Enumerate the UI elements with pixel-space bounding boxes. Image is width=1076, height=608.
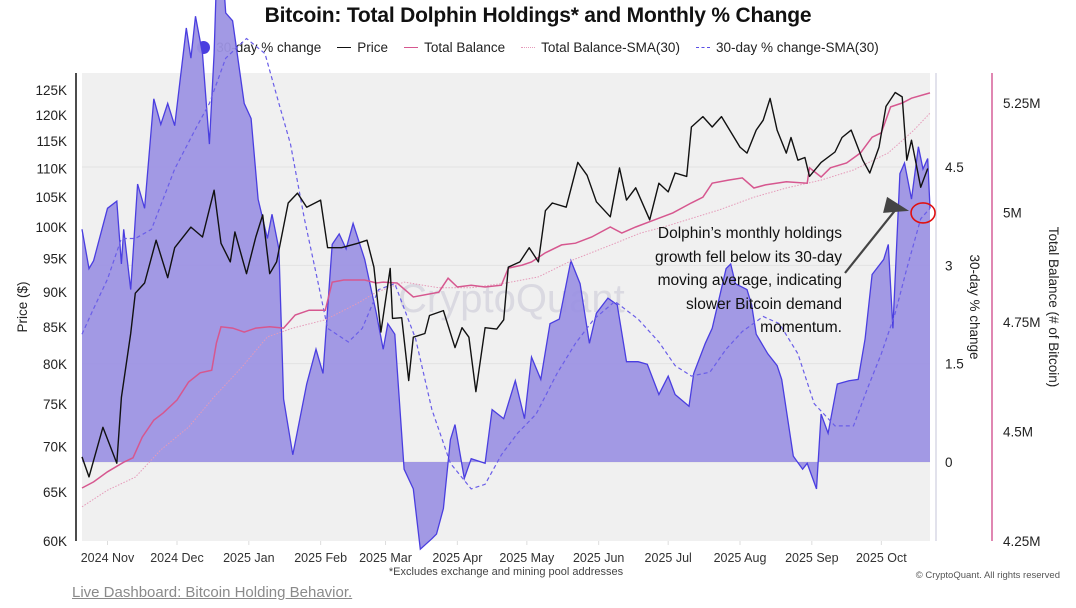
x-tick-label: 2025 Feb bbox=[294, 551, 347, 565]
x-tick-label: 2025 Aug bbox=[714, 551, 767, 565]
left-tick-label: 65K bbox=[43, 485, 67, 500]
legend-item-price[interactable]: Price bbox=[337, 40, 388, 55]
annotation-line: growth fell below its 30-day bbox=[655, 248, 842, 266]
annotation-line: slower Bitcoin demand bbox=[686, 295, 842, 313]
left-axis-label: Price ($) bbox=[15, 281, 30, 332]
x-tick-label: 2024 Nov bbox=[81, 551, 135, 565]
right1-tick-label: 0 bbox=[945, 455, 953, 470]
left-tick-label: 70K bbox=[43, 439, 67, 454]
legend-dashed-line-icon bbox=[695, 47, 710, 48]
price-line bbox=[81, 91, 929, 478]
left-tick-label: 85K bbox=[43, 320, 67, 335]
series-lines-group bbox=[81, 37, 931, 508]
total-balance-line bbox=[81, 92, 931, 489]
right2-tick-label: 5M bbox=[1003, 206, 1022, 221]
right1-axis-ticks: 0 1.5 3 4.5 bbox=[945, 160, 964, 470]
left-tick-label: 105K bbox=[35, 190, 67, 205]
pct-change-sma-line bbox=[81, 37, 931, 490]
x-tick-label: 2025 May bbox=[499, 551, 555, 565]
left-tick-label: 120K bbox=[35, 108, 67, 123]
left-axis-ticks: 60K 65K 70K 75K 80K 85K 90K 95K 100K 105K 110K 115K… bbox=[35, 83, 67, 549]
x-tick-label: 2025 Oct bbox=[856, 551, 907, 565]
annotation-text: Dolphin’s monthly holdings growth fell b… bbox=[600, 222, 842, 340]
left-tick-label: 95K bbox=[43, 252, 67, 267]
balance-sma-line bbox=[81, 112, 931, 508]
left-tick-label: 100K bbox=[35, 220, 67, 235]
right2-tick-label: 4.25M bbox=[1003, 534, 1041, 549]
right1-tick-label: 3 bbox=[945, 258, 953, 273]
copyright: © CryptoQuant. All rights reserved bbox=[915, 570, 1060, 581]
pct-change-area bbox=[82, 0, 930, 550]
right2-tick-label: 4.75M bbox=[1003, 315, 1041, 330]
x-tick-label: 2025 Jan bbox=[223, 551, 274, 565]
right1-axis-label: 30-day % change bbox=[967, 254, 982, 359]
x-tick-label: 2025 Sep bbox=[785, 551, 839, 565]
annotation-arrow-shaft bbox=[844, 207, 898, 274]
left-tick-label: 125K bbox=[35, 83, 67, 98]
right2-tick-label: 5.25M bbox=[1003, 96, 1041, 111]
left-tick-label: 80K bbox=[43, 357, 67, 372]
legend-label: Total Balance-SMA(30) bbox=[541, 40, 680, 55]
x-tick-label: 2025 Jun bbox=[573, 551, 624, 565]
right2-tick-label: 4.5M bbox=[1003, 425, 1033, 440]
legend-label: 30-day % change-SMA(30) bbox=[715, 40, 879, 55]
right2-axis-ticks: 4.25M 4.5M 4.75M 5M 5.25M bbox=[1003, 96, 1041, 549]
legend-label: 30-day % change bbox=[216, 40, 322, 55]
right1-tick-label: 4.5 bbox=[945, 160, 964, 175]
legend-line-icon bbox=[337, 47, 352, 48]
annotation-line: momentum. bbox=[760, 319, 842, 336]
right1-tick-label: 1.5 bbox=[945, 357, 964, 372]
left-tick-label: 60K bbox=[43, 534, 67, 549]
legend-item-pct-change-sma[interactable]: 30-day % change-SMA(30) bbox=[695, 40, 879, 55]
x-tick-label: 2024 Dec bbox=[150, 551, 204, 565]
left-tick-label: 75K bbox=[43, 397, 67, 412]
right2-axis-label: Total Balance (# of Bitcoin) bbox=[1046, 227, 1061, 388]
annotation-arrow-head-icon bbox=[883, 196, 910, 213]
annotation-group bbox=[844, 196, 936, 274]
x-tick-label: 2025 Jul bbox=[645, 551, 692, 565]
legend-item-balance-sma[interactable]: Total Balance-SMA(30) bbox=[521, 40, 680, 55]
chart-title: Bitcoin: Total Dolphin Holdings* and Mon… bbox=[264, 4, 812, 27]
live-dashboard-link[interactable]: Live Dashboard: Bitcoin Holding Behavior… bbox=[72, 584, 353, 601]
series-area-group bbox=[81, 0, 931, 551]
annotation-line: moving average, indicating bbox=[657, 272, 842, 289]
x-tick-label: 2025 Mar bbox=[359, 551, 412, 565]
chart-legend: 30-day % change Price Total Balance Tota… bbox=[0, 40, 1076, 55]
x-axis-ticks: 2024 Nov 2024 Dec 2025 Jan 2025 Feb 2025 Mar… bbox=[81, 551, 908, 565]
left-tick-label: 90K bbox=[43, 285, 67, 300]
legend-label: Price bbox=[357, 40, 389, 55]
footnote: *Excludes exchange and mining pool addre… bbox=[388, 566, 624, 578]
legend-dotted-line-icon bbox=[521, 47, 536, 48]
left-tick-label: 115K bbox=[36, 134, 67, 149]
pct-change-line bbox=[81, 0, 931, 551]
legend-label: Total Balance bbox=[424, 40, 506, 55]
left-tick-label: 110K bbox=[36, 162, 67, 177]
legend-item-total-balance[interactable]: Total Balance bbox=[404, 40, 505, 55]
legend-line-icon bbox=[404, 47, 419, 48]
x-tick-label: 2025 Apr bbox=[432, 551, 482, 565]
annotation-line: Dolphin’s monthly holdings bbox=[657, 225, 842, 242]
highlight-circle bbox=[910, 202, 936, 224]
